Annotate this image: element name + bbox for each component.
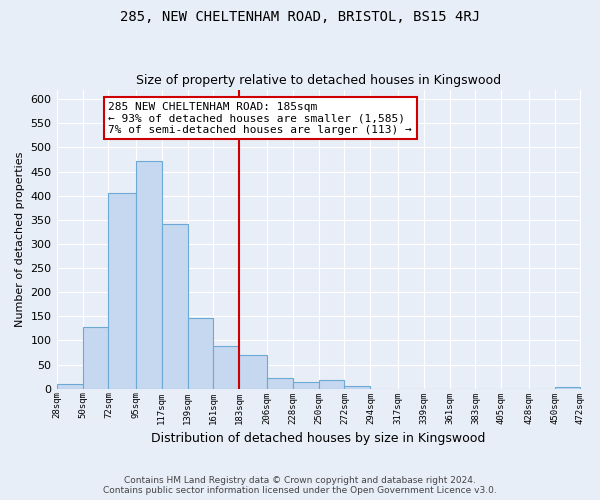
Bar bbox=[83, 328, 109, 388]
Bar bbox=[554, 387, 580, 388]
Bar bbox=[293, 382, 319, 388]
Bar bbox=[214, 346, 239, 389]
Bar bbox=[239, 355, 266, 388]
Title: Size of property relative to detached houses in Kingswood: Size of property relative to detached ho… bbox=[136, 74, 501, 87]
Bar bbox=[344, 386, 370, 388]
Bar bbox=[319, 380, 344, 388]
X-axis label: Distribution of detached houses by size in Kingswood: Distribution of detached houses by size … bbox=[151, 432, 486, 445]
Bar bbox=[188, 318, 214, 388]
Bar bbox=[109, 193, 136, 388]
Text: 285 NEW CHELTENHAM ROAD: 185sqm
← 93% of detached houses are smaller (1,585)
7% : 285 NEW CHELTENHAM ROAD: 185sqm ← 93% of… bbox=[109, 102, 412, 135]
Bar bbox=[136, 161, 161, 388]
Bar bbox=[266, 378, 293, 388]
Text: Contains HM Land Registry data © Crown copyright and database right 2024.
Contai: Contains HM Land Registry data © Crown c… bbox=[103, 476, 497, 495]
Text: 285, NEW CHELTENHAM ROAD, BRISTOL, BS15 4RJ: 285, NEW CHELTENHAM ROAD, BRISTOL, BS15 … bbox=[120, 10, 480, 24]
Y-axis label: Number of detached properties: Number of detached properties bbox=[15, 152, 25, 327]
Bar bbox=[56, 384, 83, 388]
Bar bbox=[161, 224, 188, 388]
